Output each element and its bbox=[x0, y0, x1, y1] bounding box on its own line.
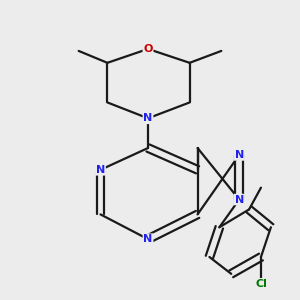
Text: N: N bbox=[235, 150, 244, 160]
Text: N: N bbox=[143, 234, 153, 244]
Text: Cl: Cl bbox=[255, 279, 267, 289]
Text: N: N bbox=[96, 165, 105, 175]
Text: N: N bbox=[235, 194, 244, 205]
Text: O: O bbox=[143, 44, 153, 54]
Text: N: N bbox=[143, 113, 153, 123]
